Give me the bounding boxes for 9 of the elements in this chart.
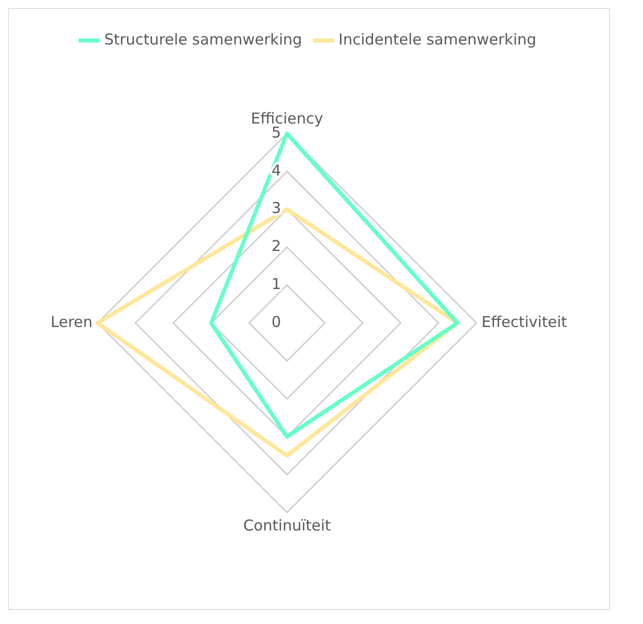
y-tick-label: 1 [271,275,281,293]
spoke-label: Continuïteit [243,516,331,534]
legend-label: Structurele samenwerking [104,30,302,48]
legend-label: Incidentele samenwerking [338,30,536,48]
spoke-label: Effectiviteit [481,312,568,331]
spoke-label: Leren [50,312,93,331]
y-tick-label: 2 [271,237,281,256]
y-tick-label: 0 [271,312,281,331]
y-tick-label: 3 [271,199,281,218]
